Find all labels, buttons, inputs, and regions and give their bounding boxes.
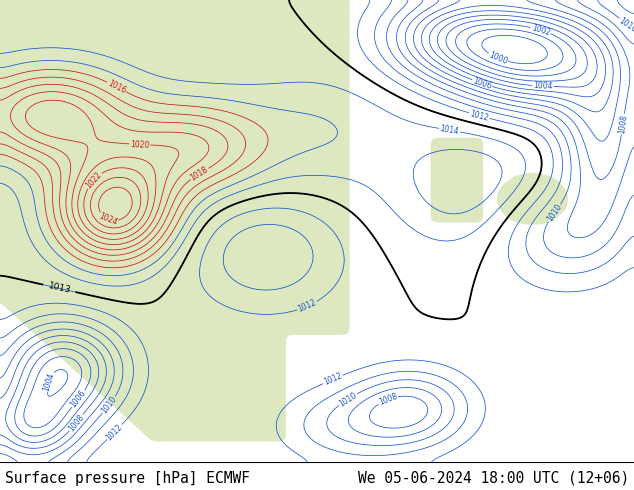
- Text: Surface pressure [hPa] ECMWF: Surface pressure [hPa] ECMWF: [5, 471, 250, 486]
- Text: 1024: 1024: [98, 211, 119, 227]
- Text: 1010: 1010: [617, 16, 634, 34]
- Text: 1020: 1020: [130, 140, 150, 149]
- Text: We 05-06-2024 18:00 UTC (12+06): We 05-06-2024 18:00 UTC (12+06): [358, 471, 629, 486]
- Text: 1012: 1012: [105, 422, 124, 442]
- Text: 1008: 1008: [377, 392, 399, 407]
- Text: 1006: 1006: [69, 389, 88, 409]
- Text: 1002: 1002: [530, 23, 551, 37]
- Text: 1004: 1004: [41, 371, 56, 392]
- Text: 1012: 1012: [297, 298, 318, 314]
- Text: 1008: 1008: [617, 114, 629, 134]
- Text: 1008: 1008: [67, 412, 86, 433]
- Text: 1012: 1012: [469, 109, 489, 122]
- Text: 1016: 1016: [106, 78, 127, 95]
- Text: 1014: 1014: [439, 124, 460, 136]
- Text: 1022: 1022: [84, 170, 103, 190]
- Text: 1006: 1006: [472, 76, 493, 91]
- Text: 1010: 1010: [545, 203, 564, 223]
- Text: 1012: 1012: [322, 371, 344, 387]
- Text: 1004: 1004: [533, 81, 553, 91]
- Text: 1010: 1010: [337, 390, 358, 408]
- Text: 1010: 1010: [100, 394, 119, 416]
- Text: 1013: 1013: [47, 281, 72, 295]
- Text: 1000: 1000: [488, 50, 508, 66]
- Text: 1018: 1018: [189, 165, 210, 183]
